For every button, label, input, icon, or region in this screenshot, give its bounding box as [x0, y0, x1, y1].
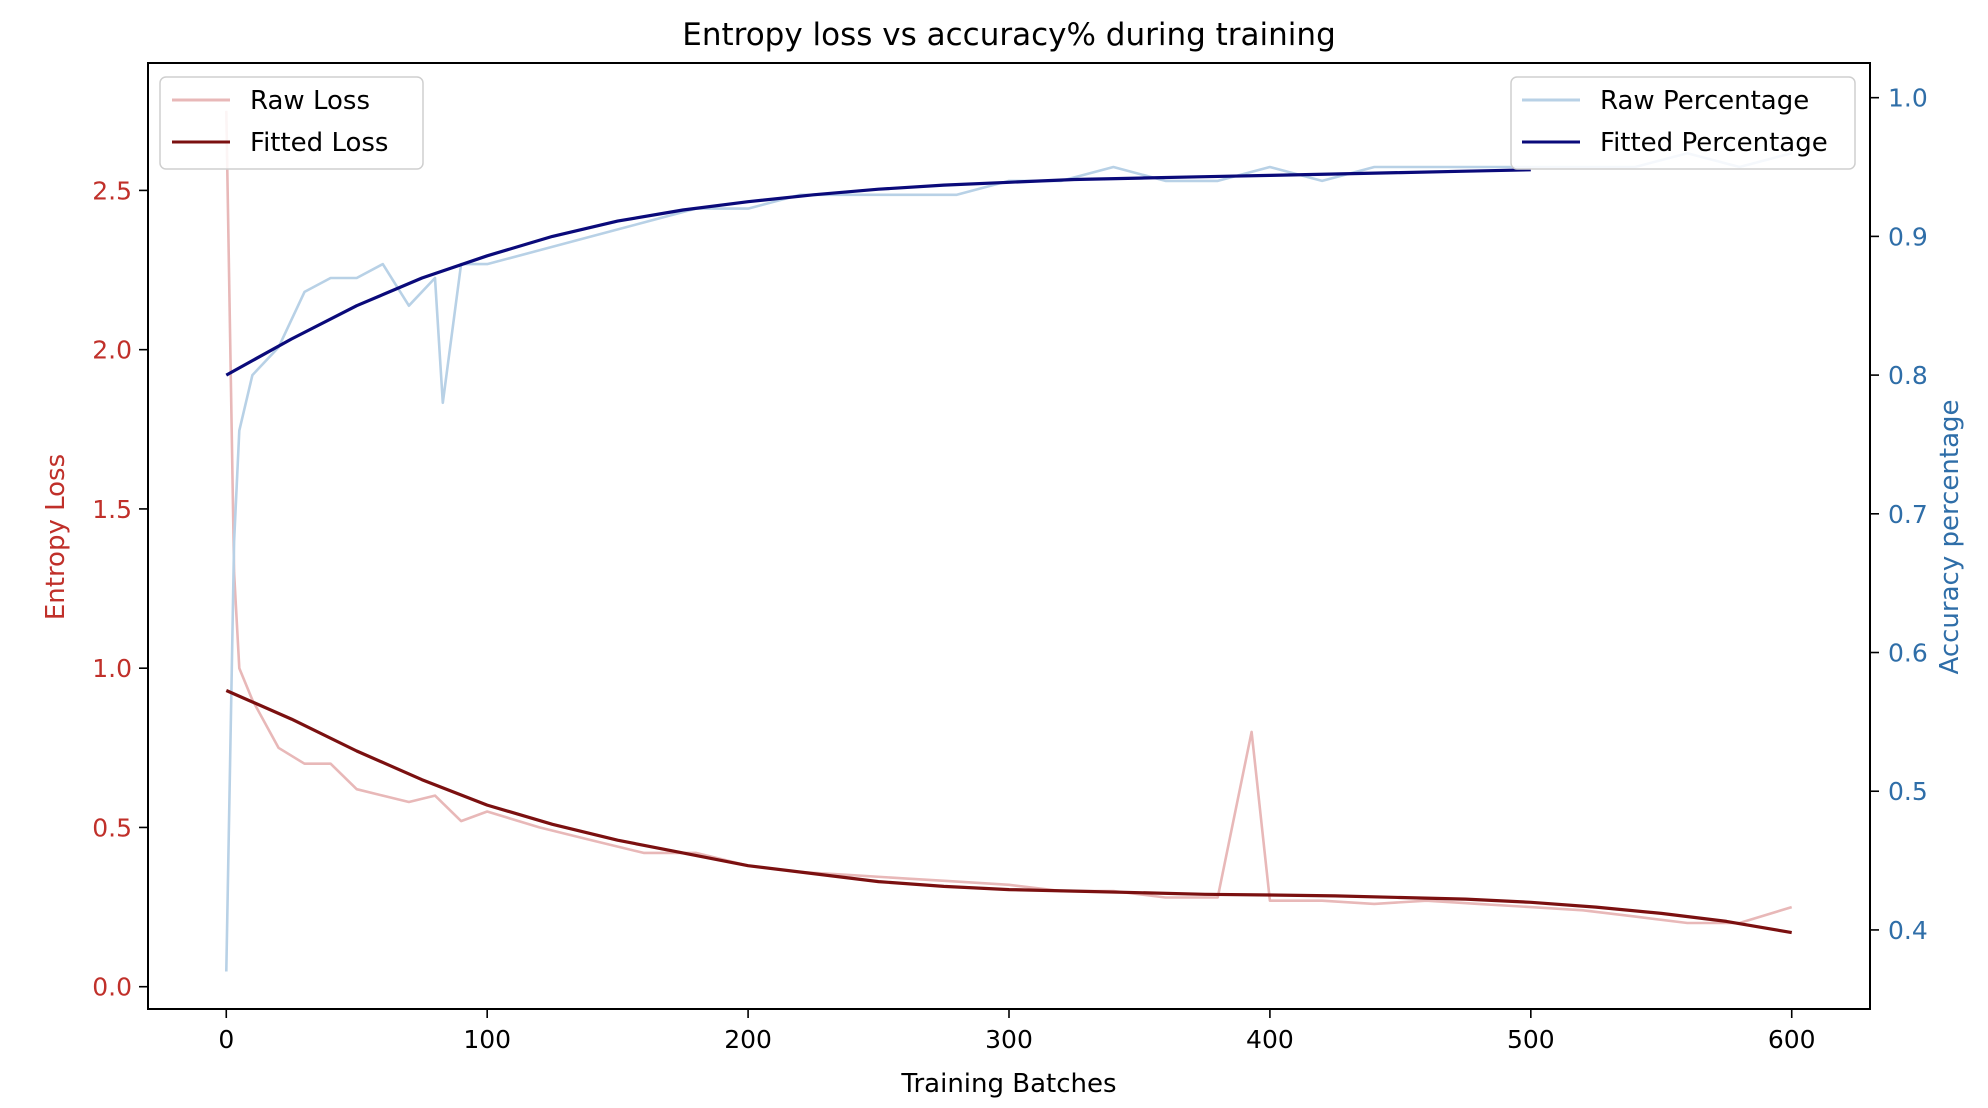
right-y-tick-label: 0.4 [1888, 916, 1928, 945]
right-y-tick-label: 0.5 [1888, 777, 1928, 806]
left-axis-label: Entropy Loss [41, 454, 71, 620]
left-y-tick-label: 0.0 [92, 973, 132, 1002]
right-y-tick-label: 0.9 [1888, 222, 1928, 251]
left-y-tick-label: 0.5 [92, 813, 132, 842]
right-y-tick-label: 0.6 [1888, 639, 1928, 668]
left-y-tick-label: 2.0 [92, 336, 132, 365]
series-line-fitted-loss [225, 689, 1792, 935]
x-tick-label: 300 [985, 1025, 1033, 1054]
right-y-tick-label: 1.0 [1888, 84, 1928, 113]
x-tick-label: 200 [724, 1025, 772, 1054]
left-y-tick-label: 1.5 [92, 495, 132, 524]
right-axis-label: Accuracy percentage [1935, 400, 1965, 675]
series-line-fitted-percentage [225, 168, 1531, 377]
x-tick-label: 0 [218, 1025, 234, 1054]
x-tick-label: 600 [1768, 1025, 1816, 1054]
series-line-raw-loss [225, 110, 1793, 925]
legend-label-fitted-percentage: Fitted Percentage [1600, 128, 1828, 158]
x-tick-label: 400 [1246, 1025, 1294, 1054]
right-y-tick-label: 0.8 [1888, 361, 1928, 390]
x-tick-label: 500 [1507, 1025, 1555, 1054]
x-axis: 0 100 200 300 400 500 600 [218, 1009, 1816, 1054]
x-tick-label: 100 [463, 1025, 511, 1054]
x-axis-label: Training Batches [900, 1069, 1116, 1099]
legend-right: Raw Percentage Fitted Percentage [1510, 76, 1856, 170]
legend-left: Raw Loss Fitted Loss [159, 76, 424, 170]
left-y-tick-label: 1.0 [92, 654, 132, 683]
legend-label-fitted-loss: Fitted Loss [250, 128, 388, 158]
right-y-axis: 0.4 0.5 0.6 0.7 0.8 0.9 1.0 [1870, 84, 1928, 945]
left-y-axis: 0.0 0.5 1.0 1.5 2.0 2.5 [92, 176, 148, 1002]
legend-label-raw-percentage: Raw Percentage [1600, 86, 1809, 116]
left-y-tick-label: 2.5 [92, 176, 132, 205]
right-y-tick-label: 0.7 [1888, 500, 1928, 529]
legend-right-box [1510, 76, 1856, 170]
series-layer [225, 110, 1793, 972]
legend-label-raw-loss: Raw Loss [250, 86, 370, 116]
plot-frame [147, 62, 1871, 1010]
series-line-raw-percentage [225, 151, 1793, 972]
chart-title: Entropy loss vs accuracy% during trainin… [682, 17, 1336, 53]
